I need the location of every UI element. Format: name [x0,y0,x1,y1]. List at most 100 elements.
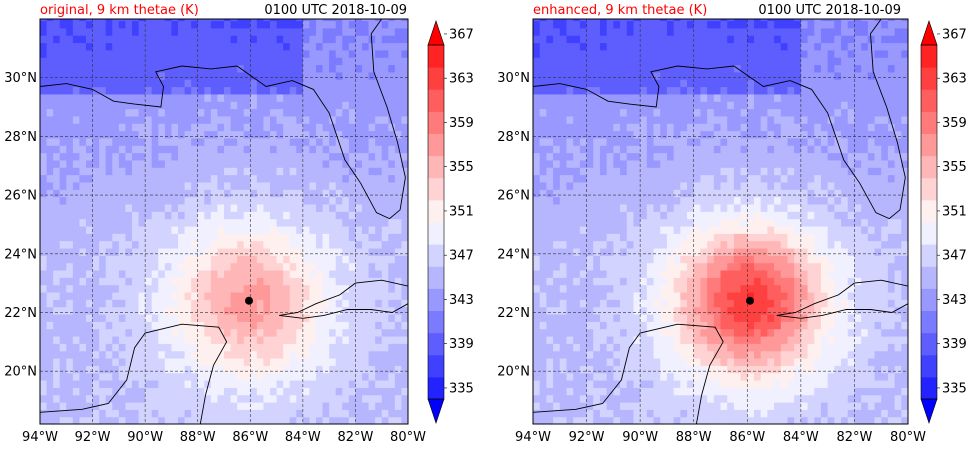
field-cell [740,343,748,352]
field-cell [733,306,742,315]
field-cell [606,247,614,256]
field-cell [86,71,94,80]
field-cell [847,401,856,410]
field-cell [92,19,100,22]
field-cell [573,401,581,410]
field-cell [901,233,908,242]
field-cell [59,240,67,249]
field-cell [646,357,655,366]
field-cell [613,247,621,256]
field-cell [270,211,278,220]
field-cell [814,218,822,227]
field-cell [687,306,695,315]
field-cell [178,313,186,322]
field-cell [322,409,330,418]
field-cell [767,225,775,234]
field-cell [335,123,343,132]
field-cell [158,35,166,44]
field-cell [112,291,120,300]
field-cell [86,19,94,22]
field-cell [368,19,376,22]
field-cell [586,313,594,322]
field-cell [887,306,896,315]
field-cell [348,174,357,183]
field-cell [329,357,337,366]
field-cell [289,79,297,88]
field-cell [700,299,708,308]
field-cell [620,401,628,410]
field-cell [713,343,722,352]
field-cell [178,49,186,58]
field-cell [270,372,278,381]
field-cell [138,196,146,205]
field-cell [381,357,389,366]
field-cell [224,115,232,124]
field-cell [388,255,396,264]
field-cell [79,284,87,293]
field-cell [800,335,809,344]
field-cell [224,401,232,410]
field-cell [309,291,317,300]
field-cell [66,189,74,198]
field-cell [335,203,343,212]
field-cell [533,196,541,205]
field-cell [270,401,278,410]
field-cell [814,277,822,286]
field-cell [237,137,245,146]
field-cell [322,79,330,88]
field-cell [322,167,330,176]
field-cell [760,401,768,410]
field-cell [125,350,133,359]
field-cell [774,394,782,403]
field-cell [887,299,896,308]
field-cell [633,211,641,220]
field-cell [158,372,166,381]
field-cell [861,269,869,278]
field-cell [753,284,762,293]
field-cell [171,262,179,271]
field-cell [881,394,889,403]
field-cell [263,313,271,322]
field-cell [224,174,232,183]
field-cell [270,240,278,249]
field-cell [276,218,284,227]
field-cell [566,335,574,344]
field-cell [747,218,755,227]
field-cell [747,372,755,381]
field-cell [158,255,166,264]
field-cell [394,409,403,418]
field-cell [394,49,403,58]
field-cell [787,196,795,205]
field-cell [687,284,695,293]
field-cell [687,291,695,300]
field-cell [53,233,61,242]
field-cell [105,372,113,381]
field-cell [79,196,87,205]
field-cell [593,299,601,308]
field-cell [99,196,107,205]
field-cell [66,269,74,278]
field-cell [713,394,722,403]
field-cell [92,291,100,300]
field-cell [289,19,297,22]
field-cell [72,277,81,286]
field-cell [368,233,376,242]
field-cell [72,335,81,344]
field-cell [178,167,186,176]
field-cell [263,299,271,308]
field-cell [539,189,547,198]
field-cell [158,49,166,58]
field-cell [660,277,668,286]
field-cell [394,284,403,293]
field-cell [342,42,350,51]
field-cell [289,416,297,424]
field-cell [807,189,815,198]
field-cell [276,93,284,102]
field-cell [680,365,688,374]
field-cell [787,291,795,300]
field-cell [368,262,376,271]
field-cell [586,416,594,424]
field-cell [132,255,140,264]
field-cell [125,218,133,227]
field-cell [79,203,87,212]
